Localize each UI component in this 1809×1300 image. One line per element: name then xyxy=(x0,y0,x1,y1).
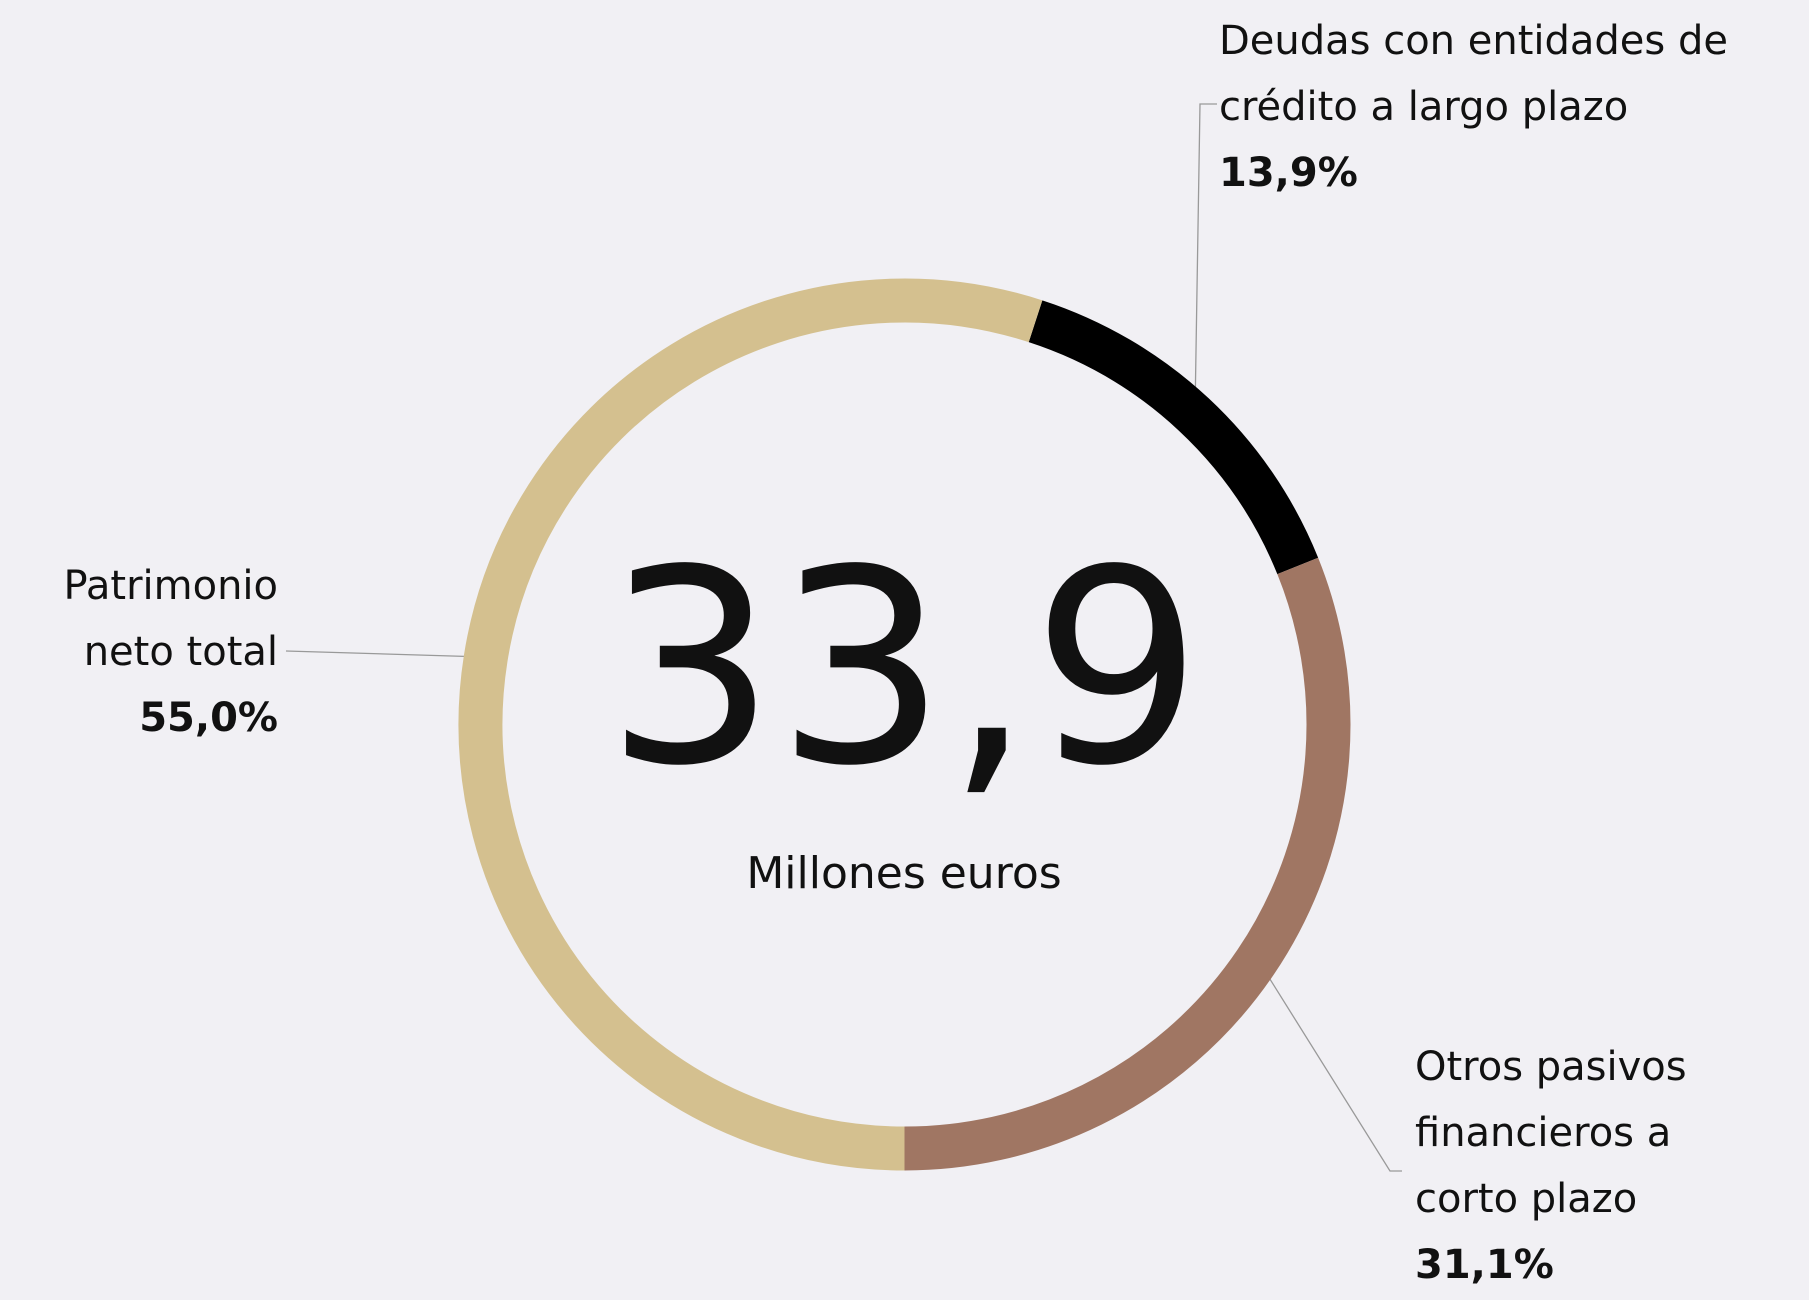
ring xyxy=(458,278,1351,1171)
category-label: Patrimonio neto total xyxy=(63,563,278,675)
leader-line xyxy=(1194,103,1217,414)
donut-segment xyxy=(904,557,1351,1171)
donut-segment xyxy=(458,278,1043,1171)
value-label: 13,9% xyxy=(1219,150,1358,196)
leader-line xyxy=(1257,959,1402,1172)
center-value: 33,9 xyxy=(606,513,1203,825)
leader-lines xyxy=(285,103,1402,1172)
slice-label: Deudas con entidades de crédito a largo … xyxy=(1219,8,1809,206)
donut-segment xyxy=(1028,300,1319,575)
category-label: Otros pasivos financieros a corto plazo xyxy=(1415,1044,1687,1222)
value-label: 55,0% xyxy=(139,695,278,741)
category-label: Deudas con entidades de crédito a largo … xyxy=(1219,18,1728,130)
value-label: 31,1% xyxy=(1415,1242,1554,1288)
center-label: Millones euros xyxy=(746,848,1061,899)
slice-label: Otros pasivos financieros a corto plazo … xyxy=(1415,1034,1755,1298)
slice-label: Patrimonio neto total 55,0% xyxy=(20,553,278,751)
leader-line xyxy=(285,650,486,658)
